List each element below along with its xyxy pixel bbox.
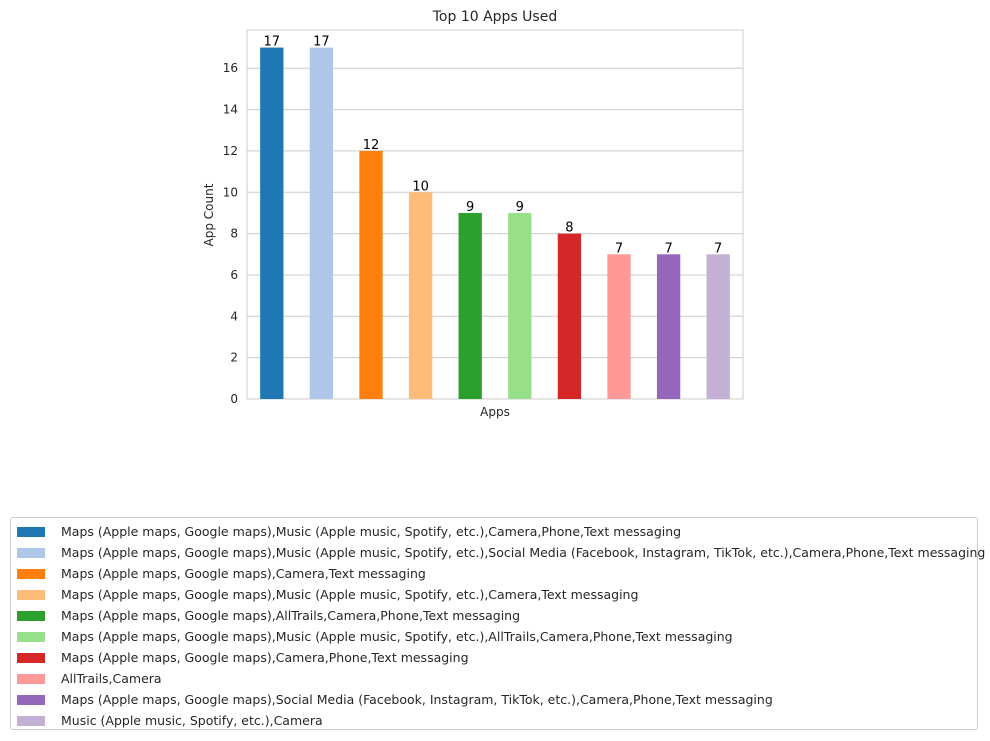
y-tick-label: 6 [230,268,238,282]
bar-value-label: 17 [264,35,281,50]
legend-label: Maps (Apple maps, Google maps),Music (Ap… [61,587,638,602]
y-tick-label: 14 [223,103,238,117]
legend-entry: Maps (Apple maps, Google maps),Music (Ap… [11,521,977,542]
bar [508,213,531,399]
bar-value-label: 8 [565,221,573,236]
legend-entry: Maps (Apple maps, Google maps),AllTrails… [11,605,977,626]
y-tick-label: 16 [223,61,238,75]
bar [359,151,382,399]
plot-area: 0 2 4 6 8 10 12 14 16 17 17 12 10 9 9 8 7 7 7 [223,30,743,406]
legend-swatch [17,695,45,705]
chart-title: Top 10 Apps Used [432,9,557,25]
y-axis-label: App Count [202,183,216,246]
legend-entry: Music (Apple music, Spotify, etc.),Camer… [11,710,977,731]
y-tick-label: 2 [230,351,238,365]
bar-value-label: 17 [313,35,330,50]
legend-swatch [17,611,45,621]
legend-label: Maps (Apple maps, Google maps),Camera,Te… [61,566,426,581]
legend-entry: Maps (Apple maps, Google maps),Music (Ap… [11,626,977,647]
y-tick-label: 4 [230,309,238,323]
legend-label: Maps (Apple maps, Google maps),Camera,Ph… [61,650,469,665]
legend-entry: Maps (Apple maps, Google maps),Music (Ap… [11,542,977,563]
legend-entry: Maps (Apple maps, Google maps),Social Me… [11,689,977,710]
bar-value-label: 10 [412,179,429,194]
legend-label: Maps (Apple maps, Google maps),Music (Ap… [61,524,681,539]
bar [657,254,680,399]
legend-entry: Maps (Apple maps, Google maps),Music (Ap… [11,584,977,605]
legend-label: Maps (Apple maps, Google maps),Music (Ap… [61,545,985,560]
y-tick-label: 10 [223,185,238,199]
chart-legend: Maps (Apple maps, Google maps),Music (Ap… [10,517,978,730]
y-tick-label: 12 [223,144,238,158]
bar-value-label: 7 [714,241,722,256]
legend-swatch [17,653,45,663]
bar-value-label: 9 [516,200,524,215]
bar [558,234,581,399]
legend-entry: Maps (Apple maps, Google maps),Camera,Ph… [11,647,977,668]
legend-swatch [17,632,45,642]
legend-entry: AllTrails,Camera [11,668,977,689]
bar-value-label: 7 [664,241,672,256]
bar [260,48,283,399]
legend-swatch [17,569,45,579]
bar [310,48,333,399]
bar [707,254,730,399]
legend-swatch [17,527,45,537]
legend-label: AllTrails,Camera [61,671,162,686]
legend-label: Music (Apple music, Spotify, etc.),Camer… [61,713,323,728]
legend-swatch [17,548,45,558]
legend-label: Maps (Apple maps, Google maps),AllTrails… [61,608,520,623]
bar [459,213,482,399]
legend-swatch [17,716,45,726]
legend-entry: Maps (Apple maps, Google maps),Camera,Te… [11,563,977,584]
bar-chart: Top 10 Apps Used 0 2 4 6 8 10 12 14 16 17 17 12 10 9 9… [0,0,990,510]
legend-swatch [17,590,45,600]
bar [409,192,432,399]
legend-label: Maps (Apple maps, Google maps),Music (Ap… [61,629,733,644]
y-tick-label: 8 [230,227,238,241]
bar-value-label: 9 [466,200,474,215]
bar-value-label: 12 [363,138,380,153]
bar [607,254,630,399]
legend-swatch [17,674,45,684]
bar-value-label: 7 [615,241,623,256]
legend-label: Maps (Apple maps, Google maps),Social Me… [61,692,773,707]
x-axis-label: Apps [480,405,510,419]
y-tick-label: 0 [230,392,238,406]
